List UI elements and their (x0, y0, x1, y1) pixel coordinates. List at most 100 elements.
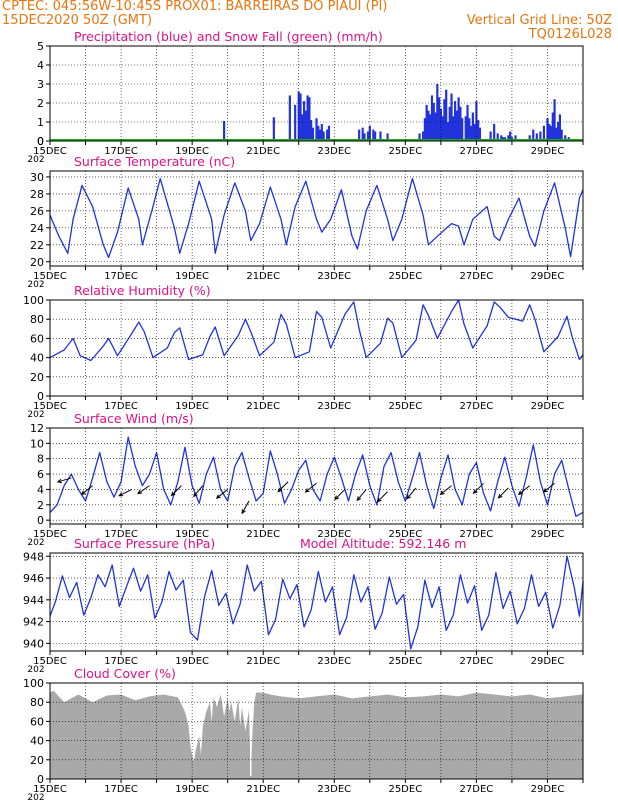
wind-arrow-head (517, 490, 523, 496)
x-year-label: 202 (27, 280, 44, 290)
y-tick-label: 30 (30, 171, 44, 184)
precip-bar (532, 129, 535, 141)
y-tick-label: 60 (30, 715, 44, 728)
precip-bar (553, 99, 556, 141)
precip-bar (445, 89, 448, 141)
wind-arrow (543, 482, 555, 493)
x-tick-label: 25DEC (388, 401, 422, 412)
wind-arrow (171, 485, 182, 496)
wind-arrow (377, 491, 388, 502)
wind-arrow (216, 489, 228, 499)
precip-bar (327, 125, 331, 141)
precip-bar (473, 123, 476, 141)
header-date: 15DEC2020 50Z (GMT) (2, 13, 153, 28)
wind-arrow (356, 489, 367, 501)
precip-bar (423, 118, 426, 141)
precip-bar (448, 106, 451, 141)
precip-bar (507, 135, 510, 141)
wind-arrow (81, 485, 93, 495)
pressure-frame (49, 552, 584, 652)
x-tick-label: 29DEC (531, 656, 565, 667)
precip-bar (372, 129, 375, 141)
x-tick-label: 25DEC (388, 146, 422, 157)
precip-bar (320, 123, 323, 141)
x-tick-label: 21DEC (246, 784, 280, 795)
precip-bar (478, 127, 482, 141)
precip-bar (302, 101, 306, 141)
humidity-frame (49, 299, 584, 397)
y-tick-label: 12 (30, 422, 44, 435)
y-tick-label: 22 (30, 239, 44, 252)
x-tick-label: 23DEC (317, 784, 351, 795)
x-tick-label: 15DEC (33, 271, 67, 282)
x-tick-label: 23DEC (317, 401, 351, 412)
x-tick-label: 25DEC (388, 656, 422, 667)
y-tick-label: 20 (30, 754, 44, 767)
x-year-label: 202 (27, 538, 44, 548)
x-tick-label: 29DEC (531, 146, 565, 157)
x-year-label: 202 (27, 410, 44, 420)
y-tick-label: 24 (30, 222, 44, 235)
precip-bar (310, 120, 313, 141)
precip-bar (471, 112, 474, 141)
wind-arrow (518, 485, 531, 495)
wind-arrow-head (334, 495, 339, 501)
wind-arrow (440, 485, 452, 495)
x-tick-label: 21DEC (246, 146, 280, 157)
wind-arrow (277, 481, 289, 493)
y-tick-label: 946 (23, 572, 44, 585)
y-tick-label: 0 (37, 773, 44, 786)
x-tick-label: 19DEC (175, 146, 209, 157)
wind-arrow (241, 500, 250, 514)
x-tick-label: 19DEC (175, 529, 209, 540)
y-tick-label: 2 (37, 499, 44, 512)
precip-bar (514, 135, 517, 141)
x-tick-label: 17DEC (104, 784, 138, 795)
x-tick-label: 17DEC (104, 401, 138, 412)
precip-bar (489, 131, 492, 141)
precip-bar (560, 129, 563, 141)
x-tick-label: 19DEC (175, 784, 209, 795)
precip-bar (548, 123, 551, 141)
y-tick-label: 100 (23, 294, 44, 307)
precip-bar (358, 129, 361, 141)
y-tick-label: 4 (37, 59, 44, 72)
x-tick-label: 15DEC (33, 656, 67, 667)
temperature-series-line (49, 177, 584, 259)
x-year-label: 202 (27, 793, 44, 800)
precip-bar (528, 135, 531, 141)
x-tick-label: 17DEC (104, 656, 138, 667)
precip-bar (496, 133, 499, 141)
precip-bar (459, 106, 462, 141)
x-tick-label: 27DEC (460, 146, 494, 157)
precip-bar (453, 101, 457, 141)
precip-bar (315, 118, 318, 141)
y-tick-label: 40 (30, 735, 44, 748)
precip-bar (430, 95, 434, 141)
precip-bar (306, 95, 309, 141)
x-tick-label: 29DEC (531, 271, 565, 282)
wind-arrow-head (497, 493, 503, 499)
precip-bar (361, 127, 364, 141)
x-tick-label: 23DEC (317, 146, 351, 157)
y-tick-label: 28 (30, 188, 44, 201)
wind-arrow-head (80, 490, 86, 496)
temperature-frame (49, 170, 584, 267)
wind-frame (49, 427, 584, 525)
wind-title: Surface Wind (m/s) (74, 411, 194, 426)
precip-bar (272, 117, 275, 141)
precip-bar (436, 84, 439, 141)
precip-bar (366, 131, 370, 141)
precip-bar (457, 97, 460, 141)
precip-bar (437, 97, 441, 141)
precip-bar (509, 131, 512, 141)
wind-arrow-head (472, 489, 478, 495)
x-tick-label: 25DEC (388, 784, 422, 795)
precip-bar (555, 127, 558, 141)
wind-arrow-head (137, 489, 143, 495)
wind-arrow (305, 482, 317, 493)
x-tick-label: 21DEC (246, 656, 280, 667)
precip-title: Precipitation (blue) and Snow Fall (gree… (74, 29, 383, 44)
y-tick-label: 6 (37, 468, 44, 481)
x-tick-label: 29DEC (531, 784, 565, 795)
